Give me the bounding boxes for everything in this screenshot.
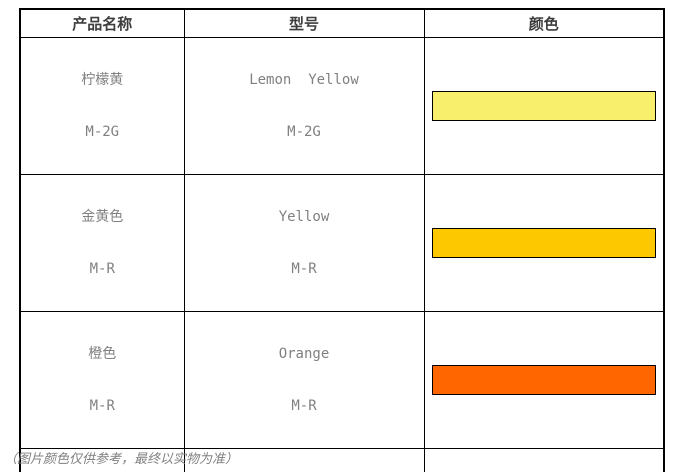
header-color: 颜色 bbox=[423, 8, 665, 38]
color-cell bbox=[423, 448, 665, 472]
table-row: 金黄色 M-R Yellow M-R bbox=[19, 174, 665, 312]
color-cell bbox=[423, 174, 665, 312]
type-cell: Yellow M-R bbox=[183, 174, 425, 312]
color-swatch bbox=[431, 91, 656, 121]
color-swatch bbox=[431, 365, 656, 395]
color-swatch bbox=[431, 228, 656, 258]
product-name-cell: 金黄色 M-R bbox=[19, 174, 185, 312]
product-model: M-R bbox=[89, 398, 115, 414]
product-name-cell: 大红 M-G bbox=[19, 448, 185, 472]
table-row: 大红 M-G Red M-G bbox=[19, 448, 665, 472]
color-cell bbox=[423, 37, 665, 175]
table-row: 柠檬黄 M-2G Lemon Yellow M-2G bbox=[19, 37, 665, 175]
product-name: 橙色 bbox=[88, 346, 117, 362]
color-cell bbox=[423, 311, 665, 449]
product-name: 柠檬黄 bbox=[81, 72, 124, 88]
type-name: Lemon Yellow bbox=[249, 72, 359, 88]
type-cell: Lemon Yellow M-2G bbox=[183, 37, 425, 175]
type-cell: Orange M-R bbox=[183, 311, 425, 449]
type-model: M-R bbox=[291, 261, 317, 277]
product-model: M-2G bbox=[85, 124, 120, 140]
product-name-cell: 柠檬黄 M-2G bbox=[19, 37, 185, 175]
type-model: M-R bbox=[291, 398, 317, 414]
type-model: M-2G bbox=[287, 124, 321, 140]
table-row: 橙色 M-R Orange M-R bbox=[19, 311, 665, 449]
product-name-cell: 橙色 M-R bbox=[19, 311, 185, 449]
type-cell: Red M-G bbox=[183, 448, 425, 472]
disclaimer-note: （图片颜色仅供参考，最终以实物为准） bbox=[4, 452, 239, 467]
type-name: Yellow bbox=[278, 209, 330, 225]
header-model: 型号 bbox=[183, 8, 425, 38]
product-model: M-R bbox=[89, 261, 115, 277]
product-name: 金黄色 bbox=[81, 209, 124, 225]
product-color-table: 产品名称 型号 颜色 柠檬黄 M-2G Lemon Yellow M-2G bbox=[19, 8, 665, 472]
type-name: Orange bbox=[278, 346, 330, 362]
header-row: 产品名称 型号 颜色 bbox=[19, 8, 665, 38]
header-product-name: 产品名称 bbox=[19, 8, 185, 38]
